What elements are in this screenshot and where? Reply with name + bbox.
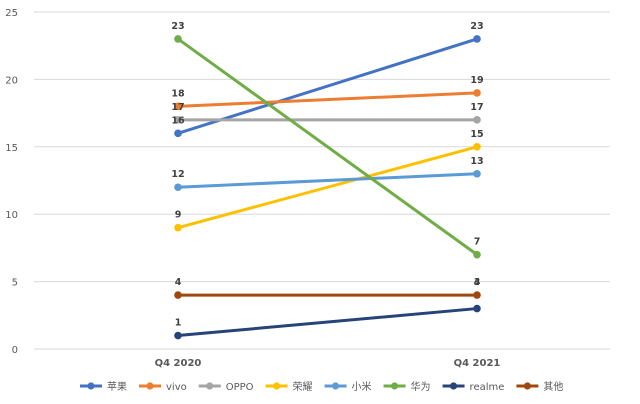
series-lines xyxy=(176,37,479,338)
legend-label: realme xyxy=(470,382,505,393)
legend: 苹果 vivo OPPO 荣耀 小米 华为 realme 其他 xyxy=(80,380,563,393)
series-line xyxy=(176,172,479,189)
data-point xyxy=(174,183,182,192)
x-axis: Q4 2020 Q4 2021 xyxy=(155,358,501,369)
y-tick-label: 0 xyxy=(12,345,18,356)
legend-label: 荣耀 xyxy=(293,381,313,393)
data-label: 4 xyxy=(474,277,481,288)
data-point xyxy=(473,169,481,178)
series-line xyxy=(176,307,479,338)
data-point xyxy=(174,129,182,138)
legend-label: OPPO xyxy=(226,382,254,393)
data-point xyxy=(174,35,182,43)
legend-label: 其他 xyxy=(543,380,563,393)
legend-swatch-marker xyxy=(146,382,154,390)
data-point xyxy=(473,291,481,299)
data-point xyxy=(174,331,182,340)
legend-swatch-marker xyxy=(449,382,458,390)
series-line xyxy=(176,91,479,108)
data-point xyxy=(473,143,481,151)
x-tick-label: Q4 2020 xyxy=(155,358,202,369)
data-label: 19 xyxy=(470,75,483,86)
legend-swatch-marker xyxy=(523,382,531,390)
data-point xyxy=(473,116,481,124)
legend-swatch-marker xyxy=(272,382,281,390)
data-point xyxy=(174,102,182,111)
data-label: 7 xyxy=(474,237,481,248)
legend-label: 华为 xyxy=(411,380,431,393)
data-point xyxy=(174,116,182,124)
legend-swatch-marker xyxy=(87,382,95,390)
legend-swatch-marker xyxy=(331,382,340,390)
data-label: 9 xyxy=(175,210,182,221)
data-point xyxy=(473,250,481,259)
legend-label: 苹果 xyxy=(107,380,127,393)
series-line xyxy=(176,37,479,135)
data-point xyxy=(473,304,481,313)
data-label: 17 xyxy=(470,102,483,113)
data-label: 23 xyxy=(470,21,483,32)
series-line xyxy=(176,37,479,257)
data-label: 12 xyxy=(171,169,184,180)
y-axis: 0 5 10 15 20 25 xyxy=(5,8,18,356)
legend-swatch-marker xyxy=(390,382,399,390)
y-tick-label: 25 xyxy=(5,8,18,19)
data-label: 18 xyxy=(171,88,185,99)
data-label: 13 xyxy=(470,156,483,167)
y-tick-label: 20 xyxy=(5,75,18,86)
data-point xyxy=(174,291,182,299)
data-point xyxy=(473,35,481,43)
data-label: 16 xyxy=(171,115,185,126)
data-label: 1 xyxy=(175,318,182,329)
data-point xyxy=(174,223,182,232)
y-tick-label: 10 xyxy=(5,210,18,221)
legend-label: vivo xyxy=(166,382,187,393)
legend-label: 小米 xyxy=(352,380,372,393)
series-line xyxy=(176,145,479,230)
legend-swatch-marker xyxy=(206,382,214,390)
data-point xyxy=(473,89,481,97)
data-label: 23 xyxy=(171,21,184,32)
y-tick-label: 5 xyxy=(12,278,18,289)
data-points xyxy=(174,35,481,340)
data-label: 3 xyxy=(474,277,481,288)
y-tick-label: 15 xyxy=(5,143,18,154)
data-label: 4 xyxy=(175,277,182,288)
data-label: 15 xyxy=(470,129,483,140)
data-label: 17 xyxy=(171,102,184,113)
gridlines xyxy=(34,11,610,350)
x-tick-label: Q4 2021 xyxy=(454,358,501,369)
